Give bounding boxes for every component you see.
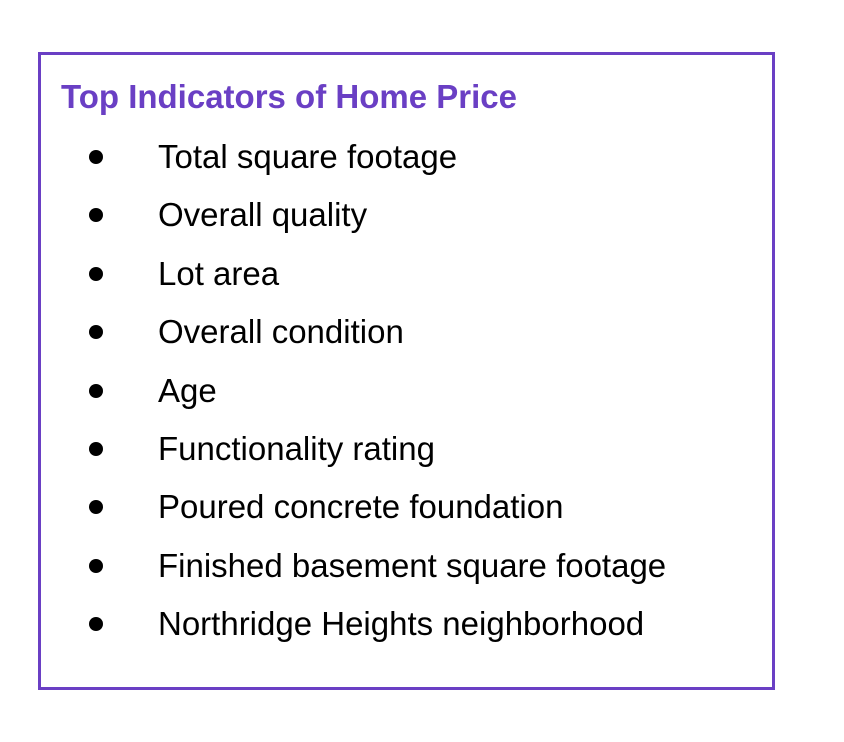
- bullet-icon: [89, 208, 103, 223]
- bullet-icon: [89, 500, 103, 515]
- bullet-icon: [89, 266, 103, 281]
- list-item-label: Finished basement square footage: [158, 546, 667, 584]
- list-item-label: Poured concrete foundation: [158, 488, 564, 526]
- list-item-label: Northridge Heights neighborhood: [158, 605, 645, 643]
- list-item-label: Age: [158, 371, 217, 409]
- bullet-icon: [89, 150, 103, 164]
- list-item-label: Overall condition: [158, 313, 404, 351]
- list-item-label: Lot area: [158, 254, 280, 292]
- bullet-icon: [89, 441, 103, 456]
- card-title: Top Indicators of Home Price: [61, 78, 517, 115]
- bullet-icon: [89, 383, 103, 398]
- list-item-label: Functionality rating: [158, 429, 435, 467]
- bullet-icon: [89, 617, 103, 632]
- bullet-icon: [89, 558, 103, 573]
- list-item-label: Total square footage: [158, 138, 458, 175]
- indicators-card: Top Indicators of Home Price Total squar…: [38, 52, 775, 690]
- list-item-label: Overall quality: [158, 196, 368, 234]
- bullet-icon: [89, 325, 103, 340]
